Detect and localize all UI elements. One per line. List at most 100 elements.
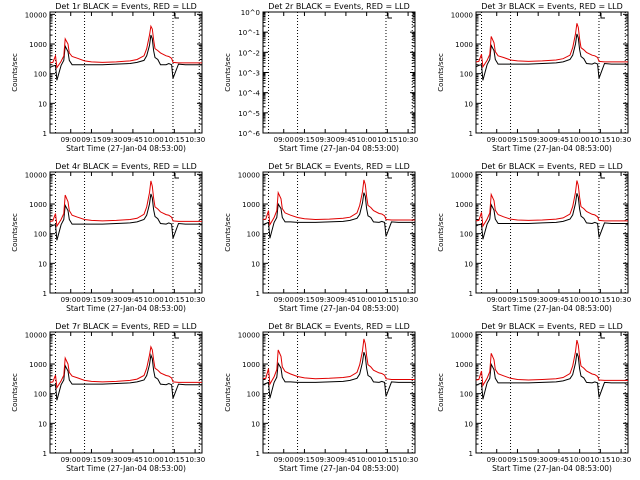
bracket-marker — [387, 333, 392, 339]
plot-frame — [49, 171, 203, 294]
y-tick-label: 100 — [460, 71, 473, 79]
lld-series-line — [263, 179, 415, 227]
chart-title: Det 7r BLACK = Events, RED = LLD — [55, 322, 197, 331]
events-series-line — [476, 352, 628, 400]
lld-series-line — [50, 345, 202, 390]
bracket-marker — [387, 13, 392, 19]
y-tick-label: 10 — [251, 260, 260, 268]
y-axis-label: Counts/sec — [11, 213, 19, 252]
x-tick-label: 09:00 — [61, 136, 81, 144]
y-tick-label: 10 — [251, 420, 260, 428]
x-tick-label: 09:30 — [528, 136, 548, 144]
y-tick-label: 1000 — [242, 361, 260, 369]
x-tick-label: 09:15 — [81, 296, 101, 304]
bracket-marker — [387, 173, 392, 179]
y-tick-label: 10^-5 — [238, 110, 260, 118]
bracket-marker — [174, 333, 179, 339]
y-tick-label: 1000 — [455, 201, 473, 209]
x-tick-label: 09:15 — [294, 456, 314, 464]
y-tick-label: 1 — [256, 450, 260, 458]
y-tick-label: 1 — [43, 130, 47, 138]
x-tick-label: 10:00 — [357, 456, 377, 464]
y-tick-label: 1 — [43, 450, 47, 458]
x-axis-label: Start Time (27-Jan-04 08:53:00) — [492, 304, 612, 313]
x-tick-label: 09:15 — [507, 296, 527, 304]
x-tick-label: 09:30 — [528, 296, 548, 304]
x-tick-label: 09:45 — [123, 296, 143, 304]
x-tick-label: 10:30 — [398, 296, 418, 304]
y-tick-label: 1 — [256, 290, 260, 298]
y-tick-label: 1 — [469, 450, 473, 458]
x-tick-label: 09:30 — [315, 136, 335, 144]
plot-frame — [49, 11, 203, 134]
y-tick-label: 1000 — [455, 41, 473, 49]
x-tick-label: 10:30 — [611, 296, 631, 304]
chart-title: Det 1r BLACK = Events, RED = LLD — [55, 2, 197, 11]
events-series-line — [50, 193, 202, 241]
bracket-marker — [600, 333, 605, 339]
events-series-line — [476, 33, 628, 81]
x-tick-label: 09:45 — [336, 136, 356, 144]
plot-frame — [475, 171, 629, 294]
events-series-line — [263, 352, 415, 399]
plot-frame — [49, 331, 203, 454]
y-tick-label: 10^-3 — [238, 70, 260, 78]
y-axis-label: Counts/sec — [437, 213, 445, 252]
y-tick-label: 10000 — [451, 11, 473, 19]
x-axis-label: Start Time (27-Jan-04 08:53:00) — [279, 304, 399, 313]
x-tick-label: 09:45 — [549, 456, 569, 464]
x-tick-label: 09:45 — [336, 296, 356, 304]
y-tick-label: 1000 — [29, 201, 47, 209]
x-tick-label: 09:30 — [102, 136, 122, 144]
y-axis-label: Counts/sec — [11, 53, 19, 92]
x-tick-label: 09:15 — [81, 456, 101, 464]
y-tick-label: 1000 — [29, 361, 47, 369]
lld-series-line — [50, 24, 202, 69]
y-axis-label: Counts/sec — [224, 213, 232, 252]
plot-frame — [262, 331, 416, 454]
x-tick-label: 09:15 — [294, 296, 314, 304]
x-tick-label: 09:15 — [507, 136, 527, 144]
x-tick-label: 10:15 — [590, 136, 610, 144]
x-tick-label: 10:30 — [185, 296, 205, 304]
y-tick-label: 10 — [464, 100, 473, 108]
plot-frame — [262, 171, 416, 294]
y-tick-label: 100 — [34, 231, 47, 239]
y-axis-label: Counts/sec — [224, 53, 232, 92]
y-axis-label: Counts/sec — [11, 373, 19, 412]
y-tick-label: 1 — [469, 130, 473, 138]
chart-title: Det 3r BLACK = Events, RED = LLD — [481, 2, 623, 11]
y-tick-label: 10^-6 — [238, 130, 260, 138]
x-tick-label: 10:00 — [357, 296, 377, 304]
x-tick-label: 10:00 — [570, 136, 590, 144]
y-tick-label: 1000 — [242, 201, 260, 209]
x-axis-label: Start Time (27-Jan-04 08:53:00) — [66, 304, 186, 313]
x-tick-label: 10:15 — [377, 136, 397, 144]
x-tick-label: 09:45 — [123, 456, 143, 464]
y-axis-label: Counts/sec — [224, 373, 232, 412]
x-tick-label: 09:45 — [123, 136, 143, 144]
x-tick-label: 10:15 — [590, 456, 610, 464]
lld-series-line — [263, 338, 415, 386]
y-axis-label: Counts/sec — [437, 373, 445, 412]
y-tick-label: 10 — [464, 260, 473, 268]
x-axis-label: Start Time (27-Jan-04 08:53:00) — [66, 144, 186, 153]
y-tick-label: 10000 — [451, 171, 473, 179]
y-tick-label: 100 — [34, 391, 47, 399]
y-tick-label: 1 — [43, 290, 47, 298]
chart-panel: Det 1r BLACK = Events, RED = LLD 09:00 09:… — [11, 2, 205, 153]
events-series-line — [476, 193, 628, 240]
plot-frame — [262, 11, 416, 134]
x-tick-label: 09:00 — [274, 296, 294, 304]
events-series-line — [263, 192, 415, 239]
x-axis-label: Start Time (27-Jan-04 08:53:00) — [279, 144, 399, 153]
x-tick-label: 09:00 — [487, 136, 507, 144]
y-tick-label: 10 — [38, 420, 47, 428]
x-tick-label: 09:30 — [315, 456, 335, 464]
bracket-marker — [600, 13, 605, 19]
